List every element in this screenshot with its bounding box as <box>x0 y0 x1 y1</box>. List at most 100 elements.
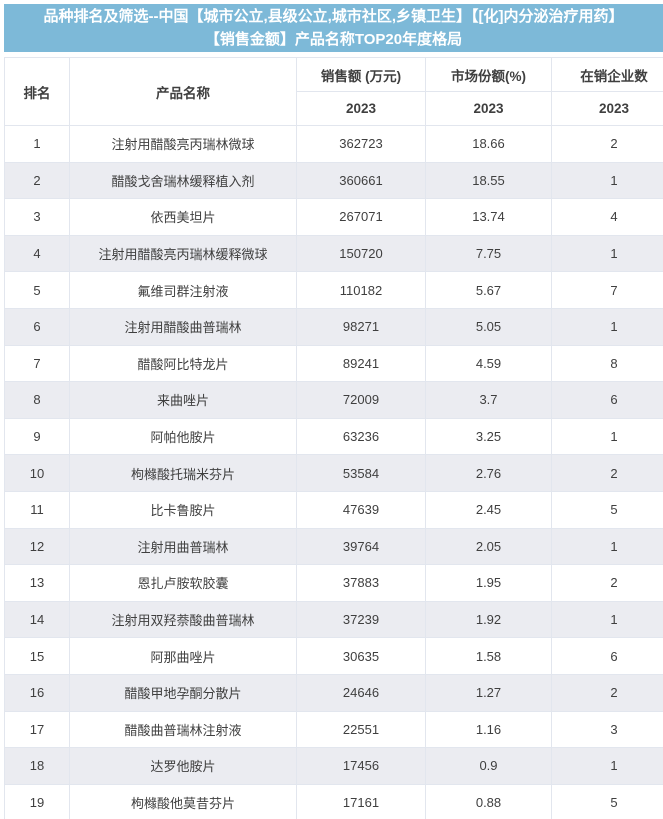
share-cell: 5.67 <box>425 271 552 309</box>
sales-cell: 22551 <box>296 710 426 749</box>
product-cell: 醋酸阿比特龙片 <box>69 344 297 383</box>
table-row: 12 注射用曲普瑞林 39764 2.05 1 <box>4 527 663 566</box>
product-cell: 醋酸甲地孕酮分散片 <box>69 673 297 712</box>
product-cell: 达罗他胺片 <box>69 747 297 785</box>
table-row: 1 注射用醋酸亮丙瑞林微球 362723 18.66 2 <box>4 125 663 163</box>
product-cell: 比卡鲁胺片 <box>69 490 297 529</box>
product-cell: 恩扎卢胺软胶囊 <box>69 564 297 602</box>
table-row: 6 注射用醋酸曲普瑞林 98271 5.05 1 <box>4 307 663 346</box>
table-row: 13 恩扎卢胺软胶囊 37883 1.95 2 <box>4 564 663 602</box>
share-cell: 18.66 <box>425 125 552 163</box>
share-cell: 2.05 <box>425 527 552 566</box>
sales-cell: 98271 <box>296 307 426 346</box>
rank-cell: 10 <box>4 454 70 492</box>
table-row: 8 来曲唑片 72009 3.7 6 <box>4 381 663 419</box>
table-row: 7 醋酸阿比特龙片 89241 4.59 8 <box>4 344 663 383</box>
report-title: 品种排名及筛选--中国【城市公立,县级公立,城市社区,乡镇卫生】【[化]内分泌治… <box>4 4 663 52</box>
share-cell: 3.7 <box>425 381 552 419</box>
companies-cell: 3 <box>551 710 663 749</box>
share-cell: 5.05 <box>425 307 552 346</box>
companies-cell: 6 <box>551 637 663 675</box>
companies-cell: 2 <box>551 673 663 712</box>
product-cell: 阿帕他胺片 <box>69 417 297 456</box>
product-cell: 醋酸曲普瑞林注射液 <box>69 710 297 749</box>
share-cell: 1.92 <box>425 600 552 639</box>
companies-cell: 1 <box>551 747 663 785</box>
table-row: 5 氟维司群注射液 110182 5.67 7 <box>4 271 663 309</box>
rank-cell: 5 <box>4 271 70 309</box>
rank-cell: 7 <box>4 344 70 383</box>
col-header-active-companies: 在销企业数 <box>551 57 663 92</box>
sales-cell: 150720 <box>296 234 426 273</box>
share-cell: 18.55 <box>425 161 552 200</box>
sales-cell: 47639 <box>296 490 426 529</box>
sales-cell: 362723 <box>296 125 426 163</box>
header-row-labels: 排名 产品名称 销售额 (万元) 市场份额(%) 在销企业数 <box>4 57 663 126</box>
companies-cell: 1 <box>551 417 663 456</box>
rank-cell: 3 <box>4 198 70 236</box>
sales-cell: 37239 <box>296 600 426 639</box>
sales-cell: 30635 <box>296 637 426 675</box>
sales-cell: 39764 <box>296 527 426 566</box>
companies-cell: 7 <box>551 271 663 309</box>
table-row: 2 醋酸戈舍瑞林缓释植入剂 360661 18.55 1 <box>4 161 663 200</box>
table-row: 4 注射用醋酸亮丙瑞林缓释微球 150720 7.75 1 <box>4 234 663 273</box>
rank-cell: 9 <box>4 417 70 456</box>
table-row: 10 枸橼酸托瑞米芬片 53584 2.76 2 <box>4 454 663 492</box>
sales-cell: 53584 <box>296 454 426 492</box>
rank-cell: 1 <box>4 125 70 163</box>
product-cell: 注射用醋酸亮丙瑞林微球 <box>69 125 297 163</box>
companies-cell: 1 <box>551 527 663 566</box>
companies-cell: 2 <box>551 564 663 602</box>
table-header: 排名 产品名称 销售额 (万元) 市场份额(%) 在销企业数 2023 2023… <box>4 57 663 126</box>
table-row: 17 醋酸曲普瑞林注射液 22551 1.16 3 <box>4 710 663 749</box>
rank-cell: 13 <box>4 564 70 602</box>
sales-cell: 72009 <box>296 381 426 419</box>
share-cell: 13.74 <box>425 198 552 236</box>
table-row: 16 醋酸甲地孕酮分散片 24646 1.27 2 <box>4 673 663 712</box>
rank-cell: 4 <box>4 234 70 273</box>
ranking-table: 排名 产品名称 销售额 (万元) 市场份额(%) 在销企业数 2023 2023… <box>4 57 663 819</box>
sales-cell: 17161 <box>296 783 426 819</box>
col-header-market-share: 市场份额(%) <box>425 57 552 92</box>
product-cell: 枸橼酸他莫昔芬片 <box>69 783 297 819</box>
rank-cell: 19 <box>4 783 70 819</box>
companies-cell: 4 <box>551 198 663 236</box>
sales-cell: 17456 <box>296 747 426 785</box>
sales-cell: 63236 <box>296 417 426 456</box>
col-header-product-name: 产品名称 <box>69 57 297 126</box>
rank-cell: 18 <box>4 747 70 785</box>
rank-cell: 14 <box>4 600 70 639</box>
table-row: 3 依西美坦片 267071 13.74 4 <box>4 198 663 236</box>
rank-cell: 8 <box>4 381 70 419</box>
companies-cell: 5 <box>551 783 663 819</box>
product-cell: 氟维司群注射液 <box>69 271 297 309</box>
rank-cell: 17 <box>4 710 70 749</box>
companies-cell: 2 <box>551 454 663 492</box>
sales-cell: 24646 <box>296 673 426 712</box>
companies-cell: 5 <box>551 490 663 529</box>
share-cell: 3.25 <box>425 417 552 456</box>
companies-cell: 6 <box>551 381 663 419</box>
year-header-companies: 2023 <box>551 91 663 126</box>
rank-cell: 2 <box>4 161 70 200</box>
table-row: 11 比卡鲁胺片 47639 2.45 5 <box>4 490 663 529</box>
product-cell: 阿那曲唑片 <box>69 637 297 675</box>
rank-cell: 15 <box>4 637 70 675</box>
year-header-share: 2023 <box>425 91 552 126</box>
product-cell: 注射用醋酸亮丙瑞林缓释微球 <box>69 234 297 273</box>
sales-cell: 360661 <box>296 161 426 200</box>
report-title-line1: 品种排名及筛选--中国【城市公立,县级公立,城市社区,乡镇卫生】【[化]内分泌治… <box>43 8 624 25</box>
sales-cell: 37883 <box>296 564 426 602</box>
report-title-line2: 【销售金额】产品名称TOP20年度格局 <box>204 31 463 48</box>
share-cell: 1.16 <box>425 710 552 749</box>
product-cell: 依西美坦片 <box>69 198 297 236</box>
table-row: 19 枸橼酸他莫昔芬片 17161 0.88 5 <box>4 783 663 819</box>
share-cell: 2.45 <box>425 490 552 529</box>
sales-cell: 110182 <box>296 271 426 309</box>
share-cell: 0.9 <box>425 747 552 785</box>
rank-cell: 6 <box>4 307 70 346</box>
share-cell: 0.88 <box>425 783 552 819</box>
table-row: 15 阿那曲唑片 30635 1.58 6 <box>4 637 663 675</box>
